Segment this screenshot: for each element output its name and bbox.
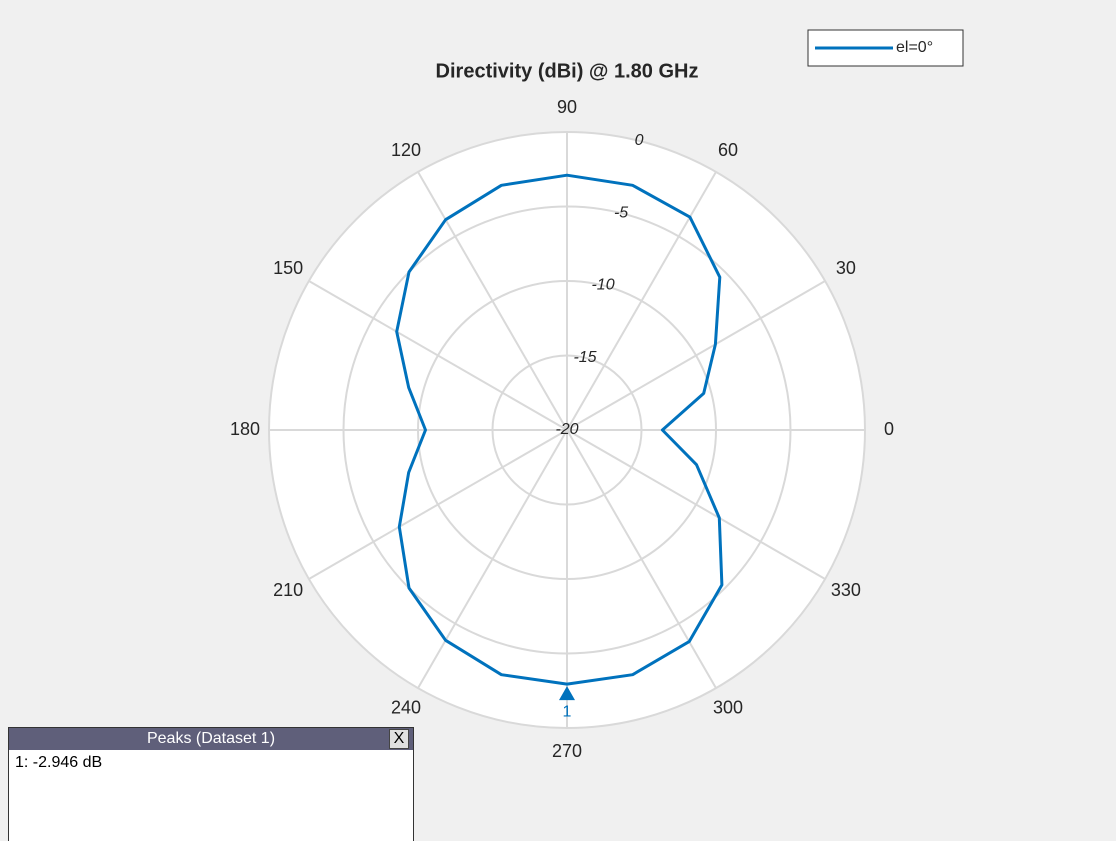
panel-header: Peaks (Dataset 1) X <box>9 728 413 750</box>
radial-tick-label: 0 <box>635 132 644 149</box>
angle-tick-label: 150 <box>273 258 303 278</box>
radial-tick-label: -10 <box>591 277 614 294</box>
peaks-panel: Peaks (Dataset 1) X 1: -2.946 dB <box>8 727 414 841</box>
legend-label: el=0° <box>896 39 933 56</box>
radial-tick-label: -20 <box>555 421 578 438</box>
grid-spoke <box>566 429 717 689</box>
grid-spoke <box>566 280 826 431</box>
peak-marker <box>559 686 575 701</box>
peak-row: 1: -2.946 dB <box>15 754 103 771</box>
peak-label: 1 <box>563 703 572 720</box>
angle-tick-label: 270 <box>552 741 582 761</box>
angle-tick-label: 240 <box>391 698 421 718</box>
radial-tick-label: -5 <box>614 204 628 221</box>
legend: el=0° <box>807 29 964 67</box>
angle-tick-label: 60 <box>718 140 738 160</box>
grid-spoke <box>566 429 826 580</box>
angle-tick-label: 30 <box>836 258 856 278</box>
grid-spoke <box>417 171 568 431</box>
angle-tick-label: 300 <box>713 698 743 718</box>
radial-tick-label: -15 <box>573 349 596 366</box>
grid-spoke <box>308 429 568 580</box>
angle-tick-label: 90 <box>557 97 577 117</box>
angle-tick-label: 0 <box>884 419 894 439</box>
grid-spoke <box>417 429 568 689</box>
chart-title: Directivity (dBi) @ 1.80 GHz <box>436 60 699 82</box>
angle-tick-label: 330 <box>831 580 861 600</box>
angle-tick-label: 180 <box>230 419 260 439</box>
panel-title: Peaks (Dataset 1) <box>146 730 276 747</box>
angle-tick-label: 120 <box>391 140 421 160</box>
angle-tick-label: 210 <box>273 580 303 600</box>
pattern-line <box>395 173 724 686</box>
grid-spoke <box>308 280 568 431</box>
grid-spoke <box>566 171 717 431</box>
close-button[interactable]: X <box>389 729 409 749</box>
